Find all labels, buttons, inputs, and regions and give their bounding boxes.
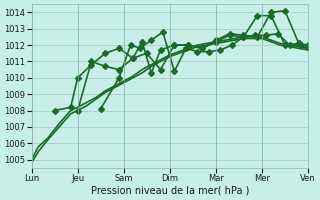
X-axis label: Pression niveau de la mer( hPa ): Pression niveau de la mer( hPa ) [91, 186, 249, 196]
